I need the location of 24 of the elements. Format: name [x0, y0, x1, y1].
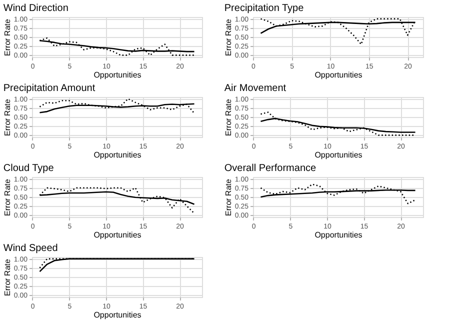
chart-title: Overall Performance	[224, 162, 317, 174]
y-axis-title: Error Rate	[224, 178, 233, 216]
chart-title: Wind Direction	[3, 2, 68, 14]
y-axis-title: Error Rate	[2, 98, 12, 136]
chart-title: Air Movement	[224, 82, 286, 94]
x-axis-title: Opportunities	[94, 230, 142, 240]
line-series	[260, 184, 416, 204]
x-axis-title: Opportunities	[314, 230, 362, 240]
line-series	[39, 98, 195, 114]
line-series	[260, 112, 416, 136]
y-axis-title: Error Rate	[224, 18, 233, 56]
chart-title: Cloud Type	[3, 162, 54, 174]
y-axis-title: Error Rate	[2, 178, 12, 216]
x-axis-title: Opportunities	[94, 150, 142, 160]
chart-title: Wind Speed	[3, 242, 58, 254]
x-axis-title: Opportunities	[314, 150, 362, 160]
y-axis-title: Error Rate	[224, 98, 233, 136]
y-axis-title: Error Rate	[2, 258, 12, 296]
x-axis-title: Opportunities	[94, 310, 142, 320]
chart-title: Precipitation Type	[224, 2, 304, 14]
x-axis-title: Opportunities	[94, 70, 142, 80]
x-axis-title: Opportunities	[314, 70, 362, 80]
chart-title: Precipitation Amount	[3, 82, 96, 94]
y-axis-title: Error Rate	[2, 18, 12, 56]
